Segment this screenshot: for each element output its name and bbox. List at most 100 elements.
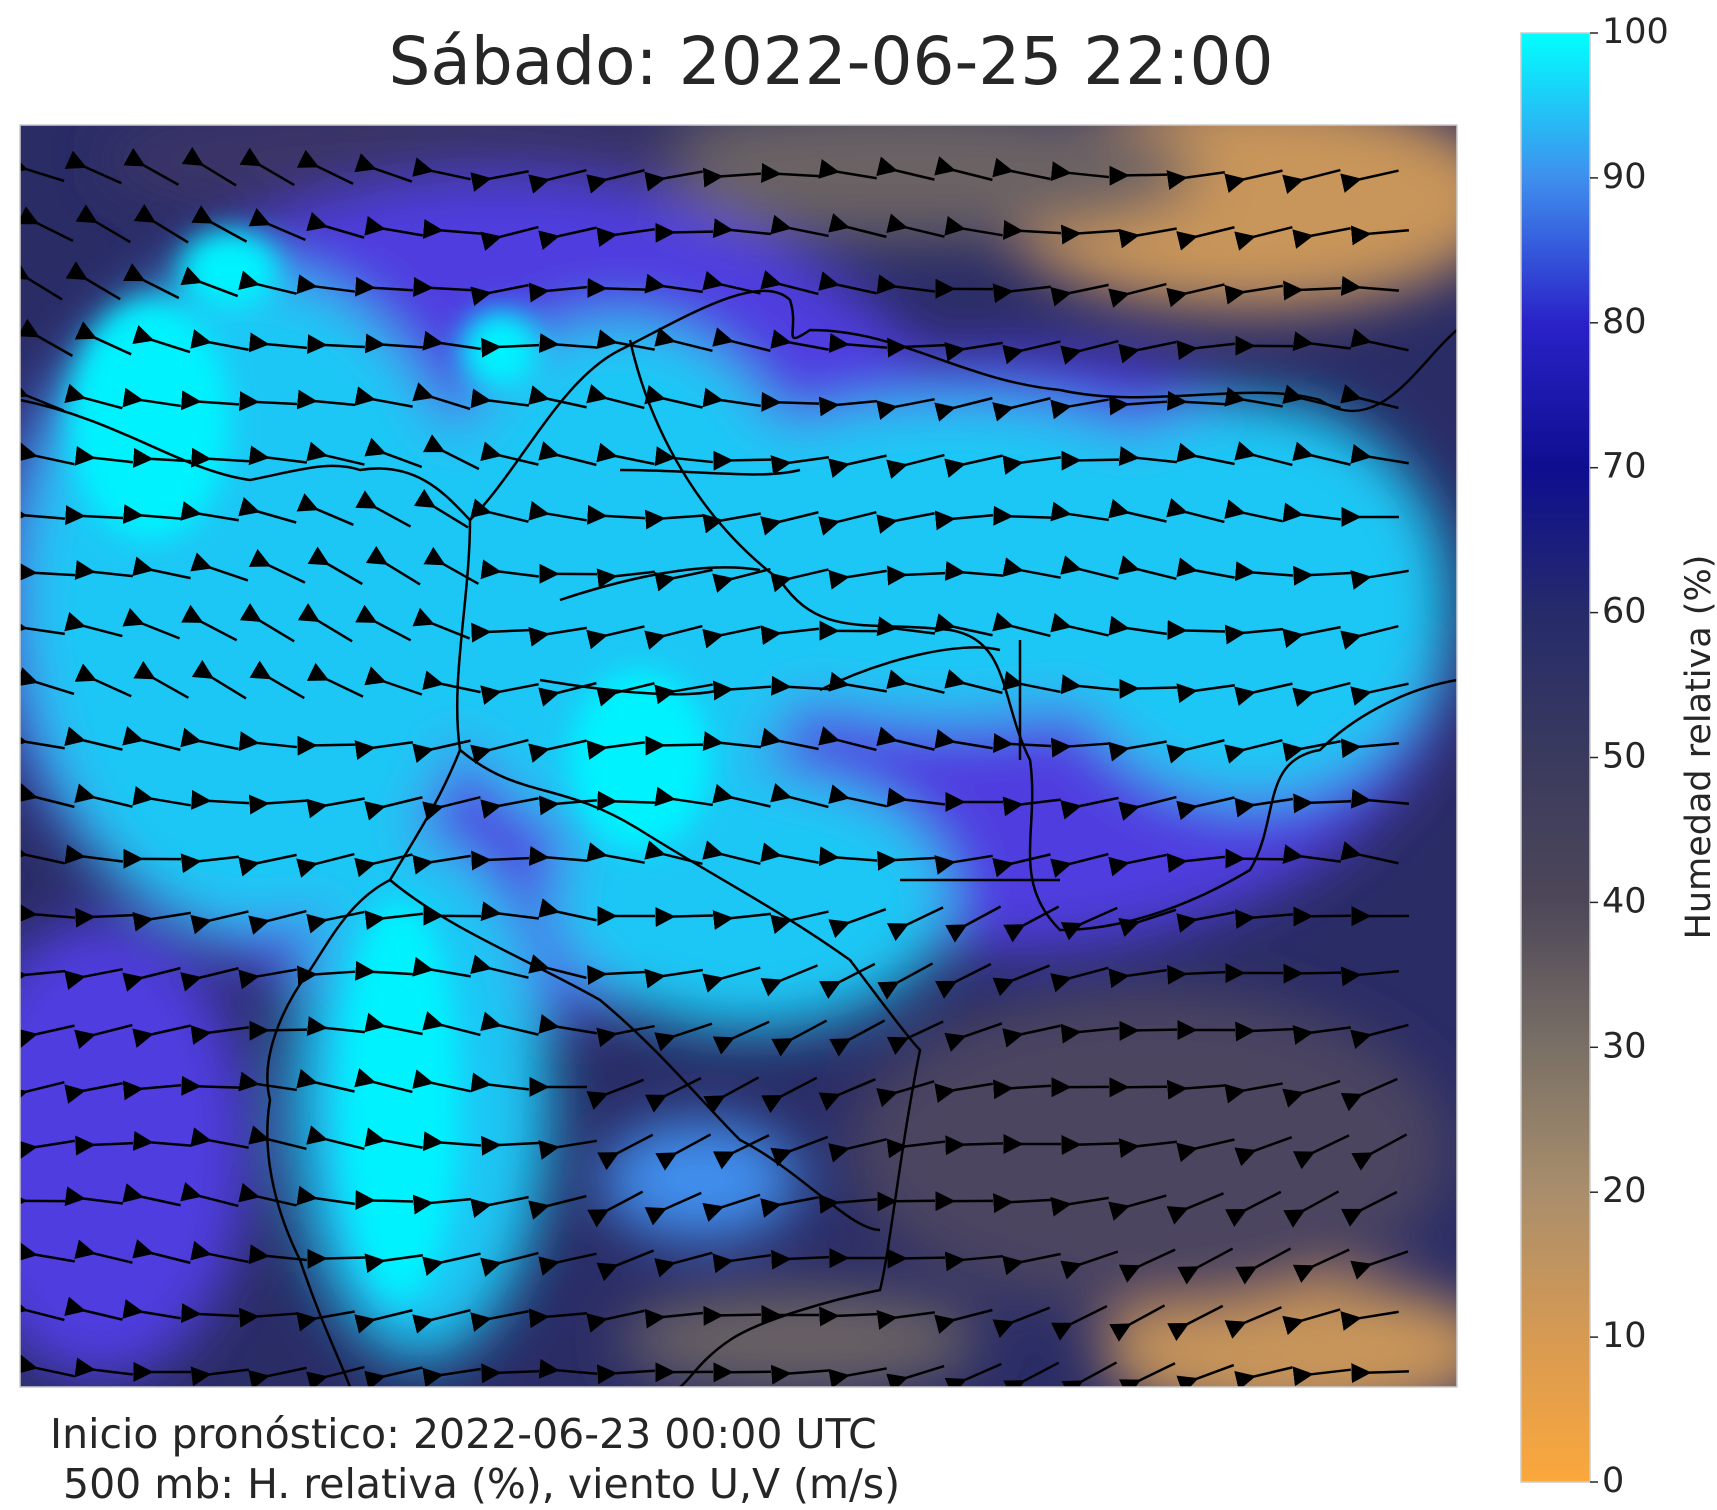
wind-arrow [248, 1244, 308, 1265]
wind-arrow [1166, 1079, 1226, 1100]
wind-arrow [1282, 168, 1341, 194]
wind-arrow [480, 225, 539, 251]
wind-arrow [760, 270, 819, 296]
wind-arrow [538, 898, 597, 922]
wind-arrow [422, 1252, 481, 1277]
wind-arrow [180, 390, 240, 411]
colorbar-tick-label: 50 [1602, 737, 1647, 777]
wind-arrow [480, 1251, 539, 1277]
wind-arrow [122, 726, 181, 752]
wind-arrow [992, 612, 1051, 638]
wind-arrow [760, 511, 819, 536]
wind-arrow [644, 840, 703, 866]
wind-arrow [306, 910, 365, 934]
wind-arrow [887, 337, 946, 358]
wind-arrow [655, 906, 714, 927]
wind-arrow [20, 206, 74, 243]
wind-arrow [480, 559, 539, 580]
wind-arrow [945, 905, 1002, 943]
wind-arrow [877, 1191, 936, 1212]
wind-arrow [132, 1024, 191, 1048]
wind-arrow [64, 1081, 123, 1104]
wind-arrow [306, 797, 365, 819]
wind-arrow [934, 613, 993, 637]
wind-arrow [1225, 1190, 1282, 1228]
wind-arrow [1050, 1196, 1109, 1217]
wind-arrow [20, 903, 76, 923]
wind-arrow [770, 910, 829, 935]
wind-arrow [528, 168, 587, 194]
wind-arrow [1060, 1250, 1119, 1280]
wind-arrow [1176, 796, 1235, 821]
wind-arrow [528, 282, 588, 303]
wind-arrow [1013, 1420, 1048, 1439]
wind-arrow [306, 1125, 365, 1150]
wind-arrow [20, 503, 66, 524]
wind-arrow [1050, 737, 1110, 758]
wind-arrow [1108, 498, 1167, 523]
wind-arrow [828, 784, 887, 808]
wind-arrow [20, 1139, 75, 1160]
wind-arrow [354, 1068, 413, 1094]
wind-arrow [1340, 624, 1399, 650]
wind-arrow [75, 1135, 134, 1156]
wind-arrow [20, 260, 63, 301]
wind-arrow [586, 169, 645, 194]
wind-arrow [876, 726, 935, 751]
wind-arrow [944, 669, 1003, 695]
wind-arrow [644, 170, 703, 192]
wind-arrow [123, 147, 180, 186]
wind-arrow [1176, 442, 1235, 466]
wind-arrow [412, 956, 471, 978]
wind-arrow [1119, 678, 1178, 699]
wind-arrow [1350, 682, 1409, 706]
wind-arrow [655, 1133, 712, 1171]
wind-arrow [470, 283, 529, 307]
wind-arrow [75, 907, 134, 928]
wind-arrow [1050, 283, 1109, 307]
wind-arrow [132, 325, 191, 354]
wind-arrow [20, 667, 75, 696]
wind-arrow [1128, 1423, 1166, 1435]
footer-line: Inicio pronóstico: 2022-06-23 00:00 UTC [50, 1410, 877, 1458]
wind-arrow [132, 1239, 191, 1265]
wind-arrow [296, 965, 356, 986]
wind-arrow [248, 909, 307, 935]
wind-arrow [191, 789, 250, 810]
wind-arrow [1283, 963, 1342, 984]
wind-arrow [770, 1135, 829, 1167]
wind-arrow [412, 382, 471, 411]
wind-arrow [1003, 219, 1062, 240]
wind-arrow [306, 1365, 365, 1387]
wind-arrow [644, 624, 703, 650]
colorbar-tick-label: 10 [1602, 1316, 1647, 1356]
wind-arrow [20, 1241, 75, 1263]
wind-arrow [1002, 455, 1061, 475]
wind-arrow [1061, 1361, 1118, 1387]
wind-arrow [587, 277, 646, 298]
wind-arrow [528, 845, 588, 866]
wind-arrow [1166, 853, 1226, 874]
wind-arrow [132, 911, 191, 932]
colorbar [1520, 32, 1591, 1483]
wind-arrow [655, 222, 714, 243]
wind-arrow [64, 967, 123, 990]
wind-arrow [297, 603, 353, 643]
wind-arrow [934, 729, 993, 750]
wind-arrow [480, 682, 539, 705]
wind-arrow [528, 1308, 588, 1329]
wind-arrow [1282, 740, 1341, 762]
wind-arrow [1002, 557, 1061, 579]
wind-arrow [412, 157, 471, 181]
wind-arrow [364, 1253, 423, 1274]
wind-arrow [828, 908, 887, 939]
colorbar-label: Humedad relativa (%) [1679, 555, 1717, 940]
wind-arrow [886, 213, 945, 238]
wind-arrow [1167, 1304, 1224, 1342]
wind-arrow [538, 1358, 598, 1379]
wind-arrow [190, 910, 249, 935]
wind-arrow [596, 1364, 656, 1385]
wind-arrow [1166, 498, 1225, 524]
wind-arrow [771, 1249, 830, 1270]
wind-arrow [306, 211, 365, 239]
